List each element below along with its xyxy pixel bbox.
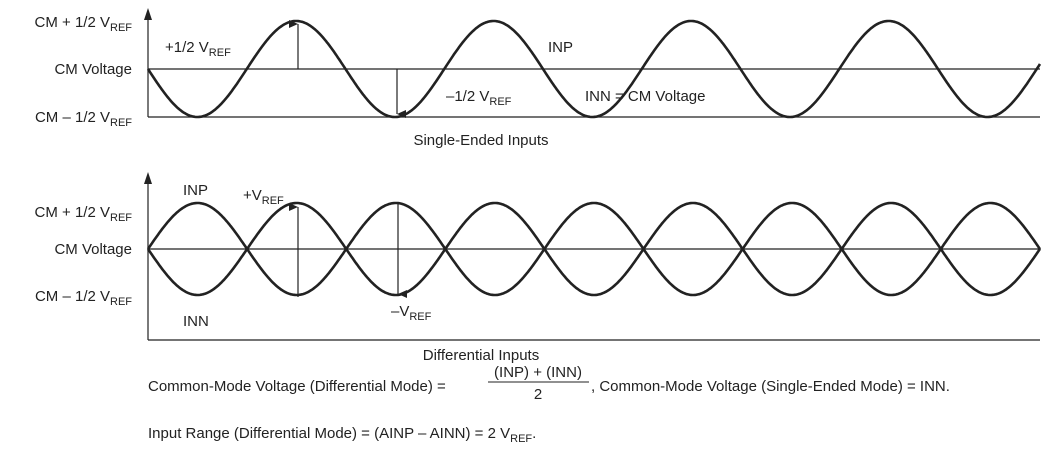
- formula: , Common-Mode Voltage (Single-Ended Mode…: [591, 378, 950, 395]
- y-label: CM Voltage: [54, 61, 132, 78]
- annotation: INN = CM Voltage: [585, 88, 705, 105]
- caption: Single-Ended Inputs: [413, 132, 548, 149]
- y-label: CM + 1/2 VREF: [35, 14, 133, 34]
- y-label: CM Voltage: [54, 241, 132, 258]
- annotation: –1/2 VREF: [446, 88, 512, 108]
- axis-arrow: [144, 8, 152, 20]
- annotation: INP: [183, 182, 208, 199]
- y-label: CM – 1/2 VREF: [35, 109, 132, 129]
- inp-wave: [146, 201, 1042, 297]
- axis-arrow: [144, 172, 152, 184]
- y-label: CM + 1/2 VREF: [35, 204, 133, 224]
- fraction-numerator: (INP) + (INN): [494, 364, 582, 381]
- formula: Input Range (Differential Mode) = (AINP …: [148, 425, 536, 445]
- formula: Common-Mode Voltage (Differential Mode) …: [148, 378, 446, 395]
- caption: Differential Inputs: [423, 347, 539, 364]
- annotation: +1/2 VREF: [165, 39, 231, 59]
- label-mask: [583, 86, 601, 106]
- y-label: CM – 1/2 VREF: [35, 288, 132, 308]
- annotation: –VREF: [391, 303, 432, 323]
- annotation: +VREF: [243, 187, 284, 207]
- annotation: INN: [183, 313, 209, 330]
- fraction-denominator: 2: [534, 386, 542, 403]
- annotation: INP: [548, 39, 573, 56]
